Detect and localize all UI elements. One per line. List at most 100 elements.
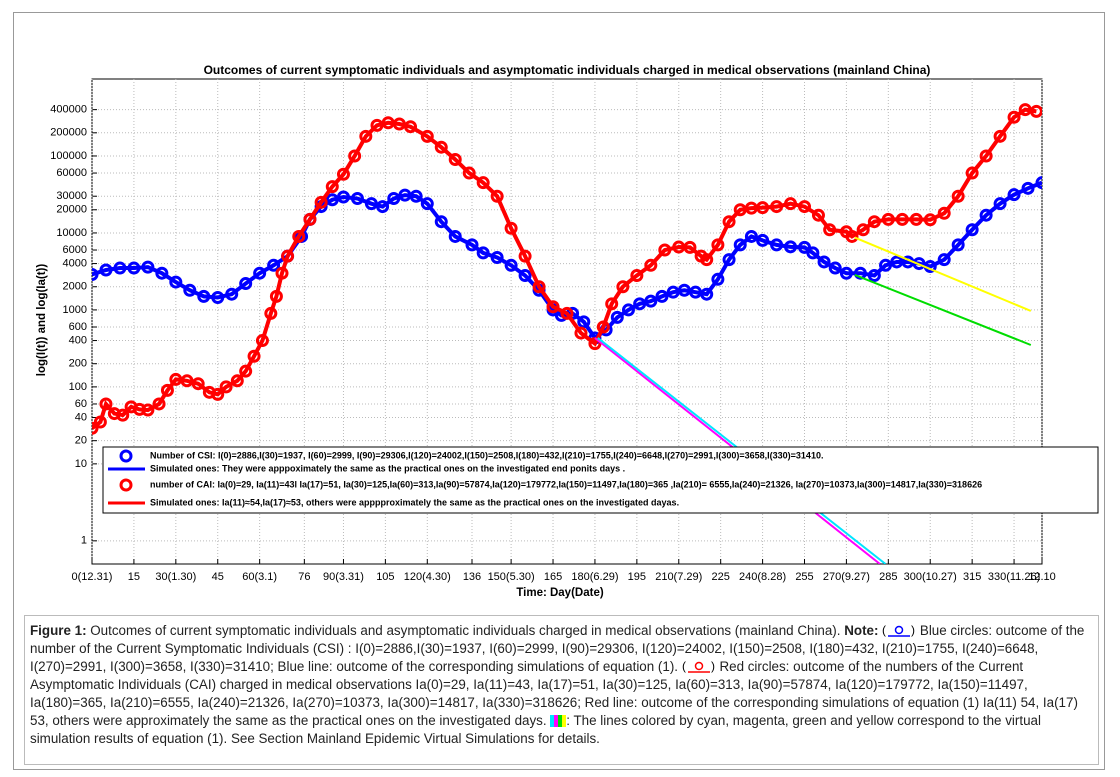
x-tick-label: 0(12.31) [72, 571, 113, 583]
x-tick-label: 90(3.31) [323, 571, 364, 583]
x-tick-label: 150(5.30) [488, 571, 535, 583]
data-point [823, 223, 837, 237]
data-point [160, 383, 174, 397]
data-point [420, 197, 434, 211]
data-point [434, 140, 448, 154]
legend-marker [119, 449, 133, 463]
y-tick-label: 400000 [50, 104, 87, 116]
x-tick-label: 195 [628, 571, 646, 583]
data-point [711, 272, 725, 286]
data-point [937, 206, 951, 220]
data-point [518, 249, 532, 263]
data-point [1007, 188, 1021, 202]
plot-content [92, 103, 1042, 564]
y-tick-label: 30000 [56, 190, 87, 202]
y-tick-label: 10000 [56, 227, 87, 239]
data-point [155, 266, 169, 280]
blue-icon: () [882, 624, 915, 638]
caption-text: Outcomes of current symptomatic individu… [86, 623, 845, 638]
x-tick-label: 165 [544, 571, 562, 583]
data-point [359, 129, 373, 143]
data-point [806, 246, 820, 260]
data-point [798, 240, 811, 254]
data-point [574, 326, 588, 340]
y-axis-label: log(I(t)) and log(Ia(t)) [36, 264, 48, 377]
data-point [700, 253, 714, 267]
x-tick-label: 330(11.26) [988, 571, 1040, 583]
data-point [784, 240, 798, 254]
data-point [211, 290, 225, 304]
data-point [689, 285, 703, 299]
data-point [264, 306, 278, 320]
data-point [133, 402, 146, 416]
data-point [756, 201, 770, 215]
data-point [325, 193, 339, 207]
data-point [169, 275, 183, 289]
data-point [744, 229, 758, 243]
data-point [314, 195, 328, 209]
y-tick-label: 1 [81, 535, 87, 547]
data-point [448, 152, 462, 166]
data-point [756, 233, 770, 247]
data-point [219, 380, 233, 394]
data-point [895, 212, 909, 226]
data-point [448, 229, 462, 243]
data-point [817, 255, 831, 269]
data-point [909, 212, 923, 226]
x-tick-label: 255 [795, 571, 813, 583]
data-point [867, 268, 881, 282]
data-point [700, 287, 714, 301]
data-point [770, 238, 784, 252]
x-tick-label: 120(4.30) [404, 571, 451, 583]
svg-text:(: ( [682, 660, 686, 673]
data-point [197, 289, 211, 303]
y-tick-label: 100 [69, 381, 87, 393]
data-point [99, 397, 113, 411]
y-tick-label: 100000 [50, 150, 87, 162]
data-point [1021, 181, 1035, 195]
data-point [965, 166, 979, 180]
caption-text: Blue circles: outcome of the number of t… [30, 623, 1085, 674]
data-point [1007, 110, 1021, 124]
data-point [141, 403, 155, 417]
y-tick-label: 20000 [56, 204, 87, 216]
data-point [230, 374, 244, 388]
data-point [267, 258, 281, 272]
data-point [370, 118, 384, 132]
svg-text:(: ( [882, 624, 886, 637]
x-tick-label: 45 [212, 571, 224, 583]
data-point [546, 300, 560, 314]
data-point [965, 223, 979, 237]
data-point [828, 261, 842, 275]
data-point [951, 238, 965, 252]
data-point [404, 120, 418, 134]
x-tick-label: 12.10 [1028, 571, 1056, 583]
x-tick-label: 285 [879, 571, 897, 583]
data-point [490, 189, 504, 203]
data-point [867, 215, 881, 229]
data-point [839, 266, 853, 280]
data-point [504, 258, 518, 272]
y-tick-label: 10 [75, 458, 87, 470]
legend-label: number of CAI: Ia(0)=29, Ia(11)=43l Ia(1… [150, 479, 982, 489]
data-point [180, 374, 194, 388]
data-point [937, 253, 951, 267]
y-tick-label: 6000 [63, 244, 87, 256]
data-point [239, 277, 253, 291]
data-point [811, 208, 825, 222]
data-point [621, 303, 635, 317]
data-point [141, 260, 155, 274]
chart: Outcomes of current symptomatic individu… [36, 63, 1099, 599]
data-point [605, 297, 619, 311]
red-icon: () [682, 660, 715, 674]
data-point [770, 200, 784, 214]
caption-text: : The lines colored by cyan, magenta, gr… [30, 713, 1041, 746]
data-point [92, 267, 99, 281]
series-line [92, 107, 1037, 430]
data-point [923, 213, 937, 227]
data-point [247, 349, 261, 363]
y-tick-label: 1000 [63, 304, 87, 316]
data-point [225, 287, 239, 301]
data-point [376, 200, 390, 214]
